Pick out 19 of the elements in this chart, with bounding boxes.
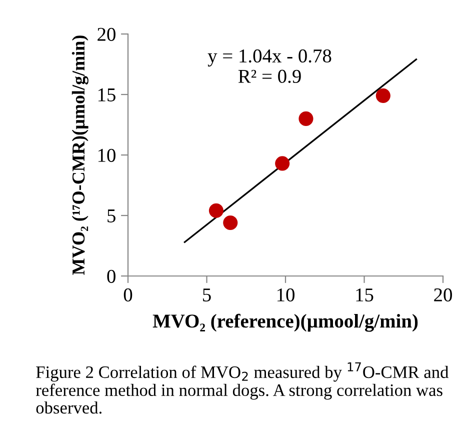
x-tick-label: 20: [434, 288, 452, 302]
x-tick-label: 5: [203, 288, 211, 302]
y-tick-label: 15: [98, 88, 116, 102]
x-tick-label: 0: [124, 288, 132, 302]
y-tick-label: 10: [98, 148, 116, 162]
x-tick-label: 10: [277, 288, 294, 302]
point: [208, 203, 224, 218]
x-axis-title: MVO₂ (reference)(µmool/g/min): [152, 314, 418, 332]
y-tick-label: 5: [108, 210, 116, 222]
point: [376, 88, 390, 103]
point: [275, 156, 290, 171]
caption: Figure 2 Correlation of MVO$_{2}$ measured by $^{17}$O-CMR and reference method in normal dogs. A strong correlation was observed.: [36, 362, 449, 414]
point: [298, 111, 314, 126]
annotation: y = 1.04x - 0.78 R² = 0.9: [208, 49, 332, 83]
point: [223, 215, 238, 230]
y-tick-label: 20: [98, 28, 116, 41]
y-tick-label: 0: [107, 270, 116, 283]
x-tick-label: 15: [356, 288, 374, 302]
y-axis-title: MVO₂ (¹⁷O-CMR)(µmol/g/min): [72, 36, 88, 275]
